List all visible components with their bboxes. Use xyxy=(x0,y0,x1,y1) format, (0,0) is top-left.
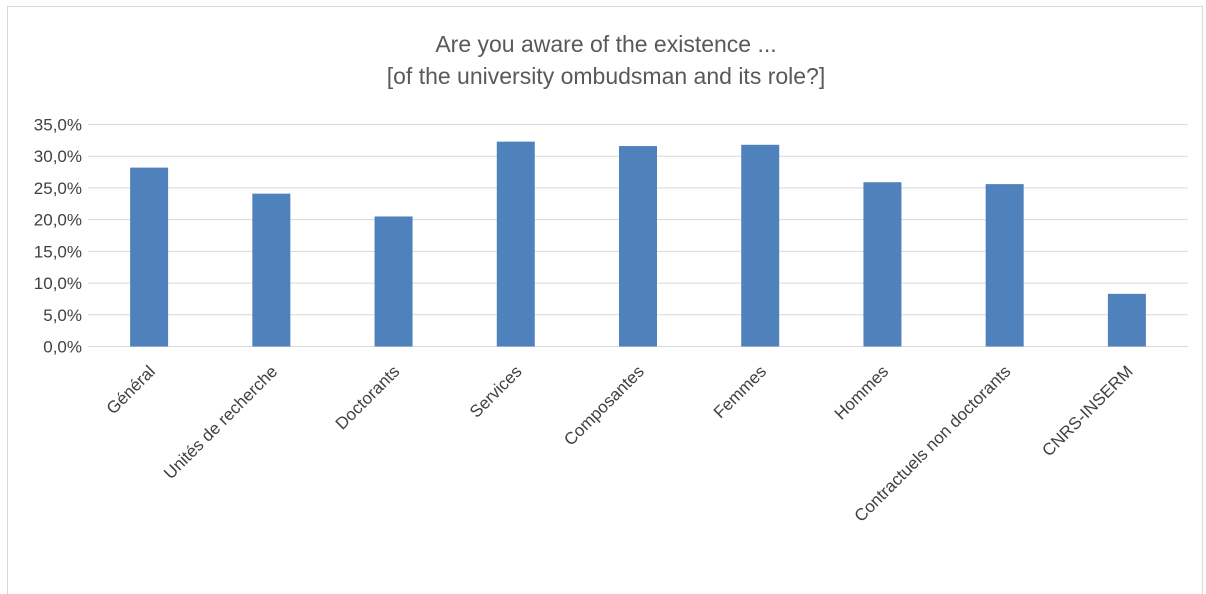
bar xyxy=(496,141,535,347)
bar xyxy=(130,167,169,347)
y-tick-label: 25,0% xyxy=(34,179,82,198)
x-category-label: Hommes xyxy=(831,362,893,424)
bar xyxy=(619,146,657,347)
y-tick-label: 10,0% xyxy=(34,274,82,293)
chart-title-line-1: Are you aware of the existence ... xyxy=(435,31,776,57)
y-tick-label: 0,0% xyxy=(43,338,82,357)
bars xyxy=(130,141,1146,347)
x-category-label: Unités de recherche xyxy=(160,362,281,483)
bar xyxy=(374,216,413,347)
x-category-label: Composantes xyxy=(560,362,648,450)
chart-title-line-2: [of the university ombudsman and its rol… xyxy=(387,63,826,89)
x-category-label: Doctorants xyxy=(332,362,404,434)
x-category-label: Femmes xyxy=(710,362,770,422)
bar xyxy=(252,193,291,347)
y-tick-label: 30,0% xyxy=(34,147,82,166)
x-category-label: Général xyxy=(103,362,159,418)
y-tick-label: 5,0% xyxy=(43,306,82,325)
x-axis-category-labels: Général Unités de recherche Doctorants Serv… xyxy=(103,362,1137,526)
y-tick-label: 15,0% xyxy=(34,242,82,261)
bar xyxy=(863,182,902,347)
bar xyxy=(741,144,780,347)
y-tick-label: 35,0% xyxy=(34,116,82,135)
x-category-label: CNRS-INSERM xyxy=(1038,362,1136,460)
bar xyxy=(985,184,1024,347)
y-axis-tick-labels: 0,0% 5,0% 10,0% 15,0% 20,0% 25,0% 30,0% 35,0% xyxy=(34,116,82,357)
bar xyxy=(1107,293,1146,347)
x-category-label: Services xyxy=(466,362,526,422)
y-tick-label: 20,0% xyxy=(34,211,82,230)
